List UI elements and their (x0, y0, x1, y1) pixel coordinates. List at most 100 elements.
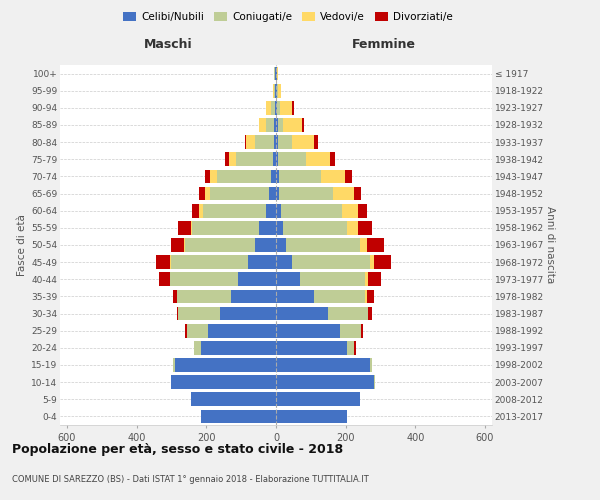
Bar (276, 238, 286, 252)
Bar (347, 341, 355, 354)
Bar (210, 186, 269, 200)
Bar (201, 341, 276, 354)
Bar (210, 170, 217, 183)
Bar (330, 152, 335, 166)
Bar (278, 136, 292, 149)
Y-axis label: Anni di nascita: Anni di nascita (545, 206, 555, 284)
Bar (178, 306, 220, 320)
Bar (340, 324, 361, 338)
Bar (205, 186, 210, 200)
Bar (370, 256, 374, 269)
Bar (274, 136, 276, 149)
Bar (275, 101, 276, 114)
Bar (347, 221, 358, 234)
Bar (274, 66, 275, 80)
Bar (292, 136, 314, 149)
Text: COMUNE DI SAREZZO (BS) - Dati ISTAT 1° gennaio 2018 - Elaborazione TUTTITALIA.IT: COMUNE DI SAREZZO (BS) - Dati ISTAT 1° g… (12, 476, 369, 484)
Bar (271, 101, 275, 114)
Bar (172, 376, 276, 389)
Bar (259, 221, 276, 234)
Bar (292, 256, 370, 269)
Bar (273, 84, 274, 98)
Bar (320, 170, 345, 183)
Bar (292, 101, 294, 114)
Bar (247, 136, 255, 149)
Bar (170, 272, 238, 286)
Bar (358, 221, 372, 234)
Bar (281, 204, 342, 218)
Bar (276, 66, 277, 80)
Bar (203, 204, 266, 218)
Bar (187, 324, 208, 338)
Bar (275, 66, 276, 80)
Bar (276, 290, 314, 304)
Bar (276, 136, 278, 149)
Bar (170, 256, 172, 269)
Bar (283, 221, 347, 234)
Legend: Celibi/Nubili, Coniugati/e, Vedovi/e, Divorziati/e: Celibi/Nubili, Coniugati/e, Vedovi/e, Di… (119, 8, 457, 26)
Bar (283, 118, 302, 132)
Bar (302, 118, 304, 132)
Bar (208, 324, 276, 338)
Bar (226, 152, 229, 166)
Bar (334, 186, 355, 200)
Bar (328, 306, 368, 320)
Bar (370, 358, 372, 372)
Bar (276, 204, 281, 218)
Bar (274, 118, 276, 132)
Bar (159, 272, 170, 286)
Bar (365, 272, 368, 286)
Text: Femmine: Femmine (352, 38, 416, 52)
Bar (266, 204, 276, 218)
Bar (266, 101, 271, 114)
Bar (276, 272, 301, 286)
Bar (280, 186, 334, 200)
Bar (276, 101, 277, 114)
Bar (276, 410, 347, 424)
Bar (367, 290, 374, 304)
Bar (301, 272, 365, 286)
Bar (276, 256, 292, 269)
Bar (201, 410, 276, 424)
Bar (276, 358, 370, 372)
Bar (365, 290, 367, 304)
Bar (245, 136, 247, 149)
Bar (367, 238, 384, 252)
Bar (275, 84, 276, 98)
Bar (274, 84, 275, 98)
Bar (172, 256, 248, 269)
Bar (205, 170, 210, 183)
Text: Popolazione per età, sesso e stato civile - 2018: Popolazione per età, sesso e stato civil… (12, 444, 343, 456)
Bar (173, 290, 177, 304)
Bar (248, 256, 276, 269)
Bar (359, 238, 367, 252)
Bar (368, 272, 380, 286)
Bar (278, 152, 305, 166)
Bar (178, 221, 191, 234)
Bar (276, 186, 280, 200)
Bar (276, 341, 347, 354)
Bar (314, 136, 318, 149)
Bar (342, 204, 358, 218)
Bar (276, 118, 278, 132)
Bar (345, 170, 352, 183)
Bar (238, 272, 276, 286)
Bar (194, 341, 201, 354)
Bar (173, 358, 175, 372)
Bar (229, 152, 236, 166)
Bar (305, 152, 330, 166)
Bar (277, 66, 278, 80)
Bar (185, 324, 187, 338)
Bar (172, 238, 184, 252)
Bar (277, 101, 280, 114)
Bar (199, 186, 205, 200)
Y-axis label: Fasce di età: Fasce di età (17, 214, 27, 276)
Bar (231, 290, 276, 304)
Bar (217, 170, 271, 183)
Bar (361, 324, 363, 338)
Bar (355, 341, 356, 354)
Bar (191, 221, 193, 234)
Bar (156, 256, 170, 269)
Bar (236, 152, 272, 166)
Bar (184, 238, 185, 252)
